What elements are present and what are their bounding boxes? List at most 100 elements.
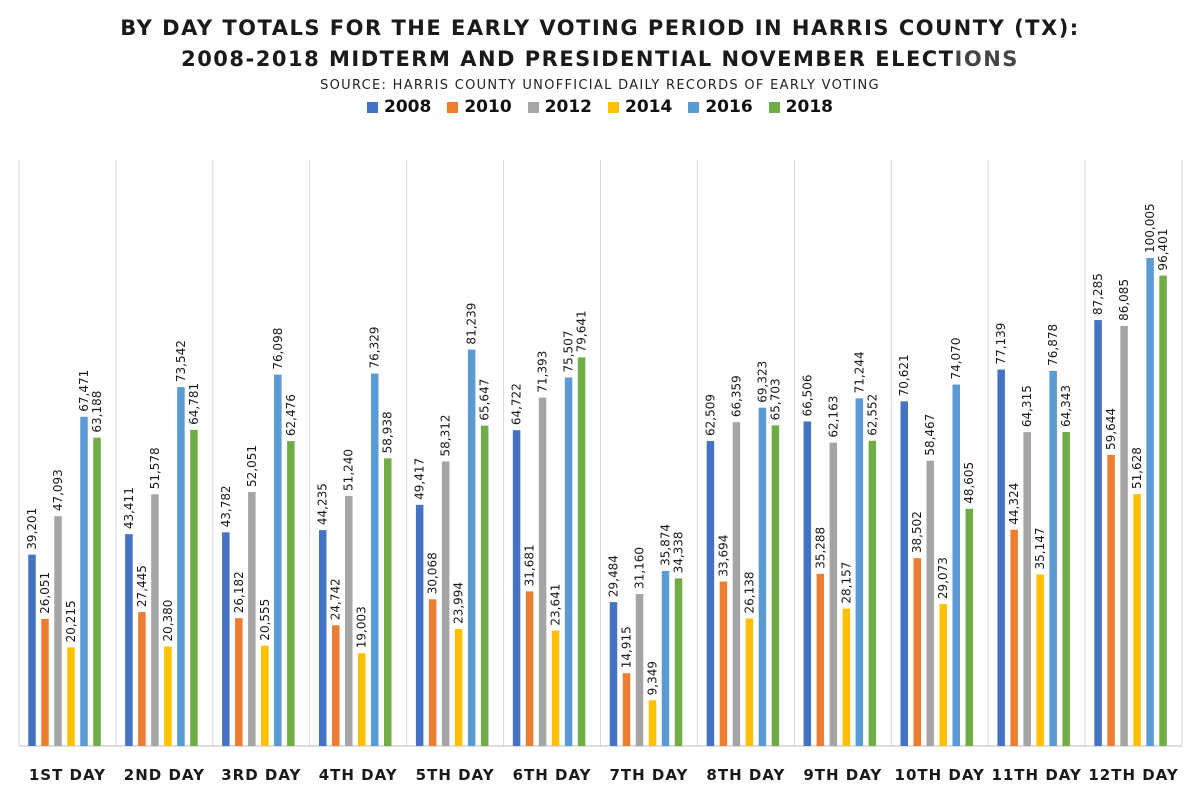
data-label: 20,380 [161, 600, 175, 642]
data-label: 44,324 [1007, 483, 1021, 525]
data-label: 87,285 [1091, 273, 1105, 315]
x-tick-label: 2ND DAY [124, 766, 205, 784]
chart-title-line2: 2008-2018 MIDTERM AND PRESIDENTIAL NOVEM… [0, 47, 1200, 71]
bar-2014-5 [454, 628, 463, 746]
bar-2010-7 [622, 673, 631, 746]
legend-label: 2010 [464, 97, 512, 117]
bar-2016-5 [467, 349, 476, 746]
data-label: 47,093 [51, 469, 65, 511]
data-label: 14,915 [620, 626, 634, 668]
data-label: 66,506 [800, 374, 814, 416]
bar-2008-4 [319, 530, 327, 746]
data-label: 75,507 [562, 331, 576, 373]
bar-2010-11 [1010, 529, 1018, 746]
bar-2010-2 [138, 612, 146, 746]
data-label: 27,445 [135, 565, 149, 607]
data-label: 26,051 [38, 572, 52, 614]
bar-2016-8 [758, 407, 767, 746]
data-label: 52,051 [245, 445, 259, 487]
x-tick-label: 10TH DAY [895, 766, 986, 784]
x-tick-label: 1ST DAY [29, 766, 106, 784]
bar-2018-8 [771, 425, 780, 746]
bar-2016-11 [1049, 370, 1057, 746]
x-tick-label: 3RD DAY [221, 766, 301, 784]
bar-2010-9 [816, 573, 825, 746]
data-label: 71,244 [852, 351, 866, 393]
legend-label: 2018 [785, 97, 833, 117]
data-label: 34,338 [672, 531, 686, 573]
bar-2010-10 [913, 558, 921, 746]
data-label: 51,240 [342, 449, 356, 491]
bar-2012-4 [345, 495, 353, 746]
data-label: 38,502 [910, 511, 924, 553]
chart-title-line2-tail: IONS [954, 47, 1019, 71]
data-label: 73,542 [174, 340, 188, 382]
legend-item-2010: 2010 [447, 97, 512, 117]
chart-title-line2-main: 2008-2018 MIDTERM AND PRESIDENTIAL NOVEM… [181, 47, 955, 71]
bar-2010-1 [41, 618, 49, 746]
bar-2016-9 [855, 398, 864, 746]
bar-2010-6 [525, 591, 534, 746]
bar-2016-6 [564, 377, 573, 746]
data-label: 43,411 [122, 487, 136, 529]
bar-2012-3 [248, 491, 256, 746]
bar-2008-6 [512, 430, 521, 746]
data-label: 20,215 [64, 600, 78, 642]
bar-2008-12 [1094, 320, 1102, 746]
data-label: 29,073 [936, 557, 950, 599]
legend-swatch [688, 101, 700, 113]
bar-2018-3 [287, 441, 295, 746]
bar-2018-7 [674, 578, 683, 746]
legend-swatch [608, 101, 619, 113]
legend-item-2014: 2014 [608, 97, 672, 117]
bar-2010-8 [719, 581, 728, 746]
data-label: 31,160 [633, 547, 647, 589]
bar-2018-10 [965, 508, 973, 746]
data-label: 35,147 [1033, 527, 1047, 569]
bar-2016-10 [952, 384, 960, 746]
bar-2018-2 [190, 429, 198, 746]
data-label: 44,235 [316, 483, 330, 525]
bar-2014-2 [164, 646, 172, 746]
bar-2014-7 [648, 700, 657, 746]
bar-2012-8 [732, 422, 741, 746]
x-tick-label: 4TH DAY [319, 766, 398, 784]
data-label: 77,139 [994, 323, 1008, 365]
legend-swatch [447, 101, 459, 113]
bar-2012-12 [1120, 325, 1128, 746]
data-label: 28,157 [839, 562, 853, 604]
data-label: 62,552 [865, 394, 879, 436]
bar-2014-3 [261, 645, 269, 746]
bar-2008-3 [222, 532, 230, 746]
bar-2014-9 [842, 608, 851, 746]
data-label: 30,068 [426, 552, 440, 594]
data-label: 96,401 [1156, 229, 1170, 271]
bar-2008-5 [415, 504, 424, 746]
bar-2016-3 [274, 374, 282, 746]
data-label: 51,578 [148, 447, 162, 489]
chart-title: BY DAY TOTALS FOR THE EARLY VOTING PERIO… [120, 16, 1080, 40]
bar-2008-8 [706, 440, 715, 746]
bar-2014-6 [551, 630, 560, 746]
data-label: 58,467 [923, 414, 937, 456]
chart-legend: 2008 2010 2012 2014 2016 2018 [0, 97, 1200, 117]
bar-2014-11 [1036, 574, 1044, 746]
bar-2016-2 [177, 387, 185, 746]
data-label: 76,878 [1046, 324, 1060, 366]
bar-2012-1 [54, 516, 62, 746]
data-label: 70,621 [897, 354, 911, 396]
bar-2012-2 [151, 494, 159, 746]
data-label: 51,628 [1130, 447, 1144, 489]
data-label: 81,239 [465, 303, 479, 345]
legend-item-2016: 2016 [688, 97, 753, 117]
legend-item-2008: 2008 [367, 97, 431, 117]
data-label: 62,163 [826, 396, 840, 438]
legend-swatch [768, 101, 780, 113]
bar-2018-4 [384, 458, 392, 746]
bar-2008-10 [900, 401, 908, 746]
data-label: 26,182 [232, 571, 246, 613]
bar-2012-6 [538, 397, 547, 746]
data-label: 86,085 [1117, 279, 1131, 321]
